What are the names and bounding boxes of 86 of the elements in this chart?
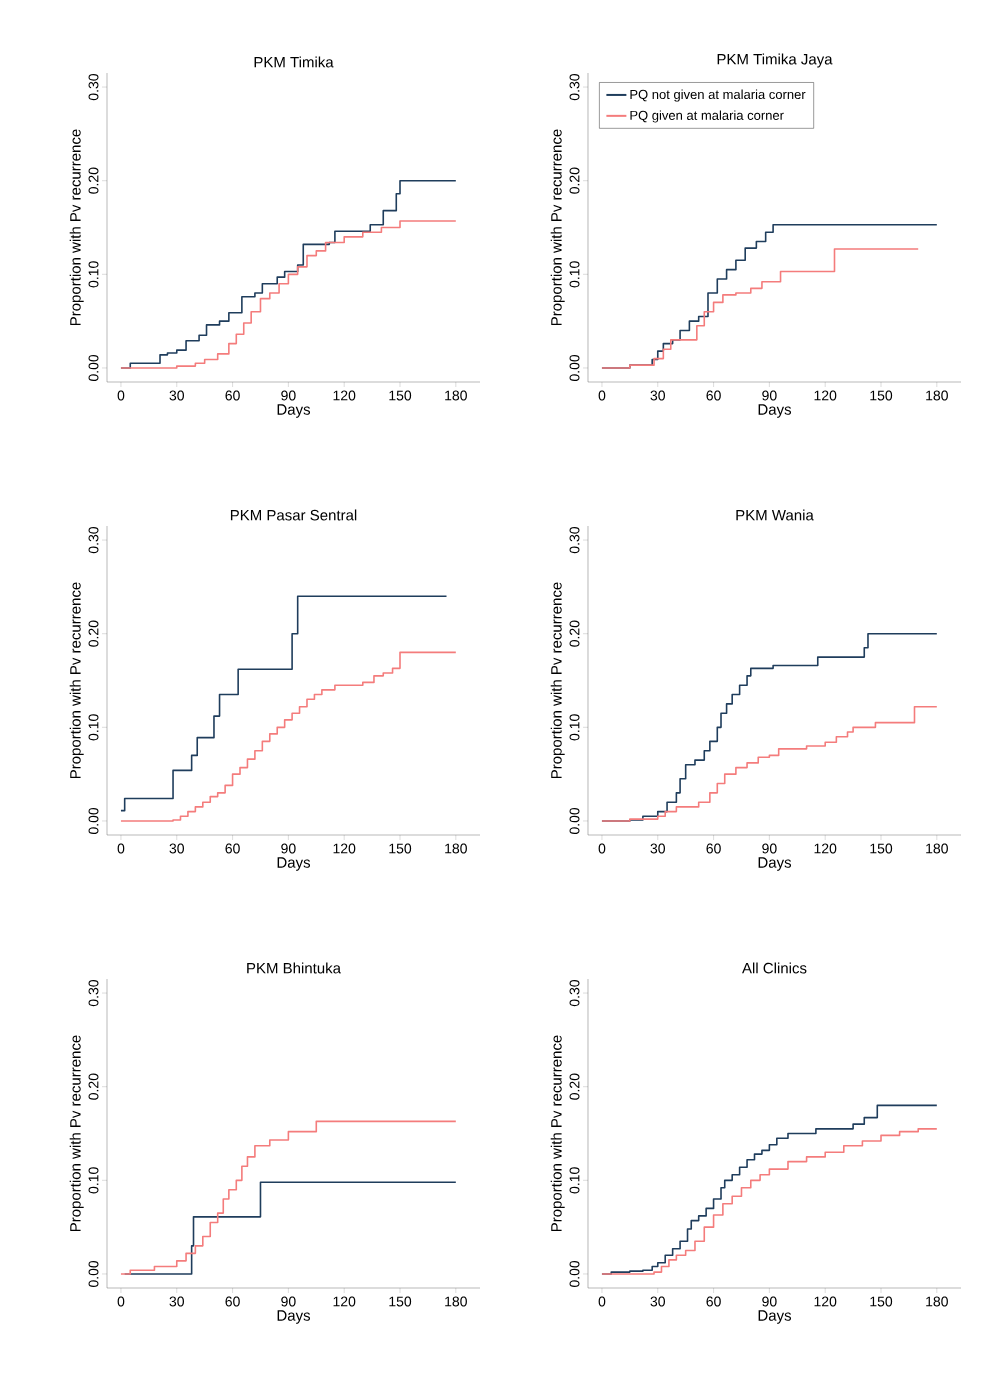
y-tick-label: 0.30: [569, 979, 580, 1007]
x-tick-label: 150: [389, 1296, 412, 1307]
x-tick-label: 0: [117, 390, 125, 401]
x-tick-label: 90: [762, 390, 777, 401]
y-tick-label: 0.10: [569, 1167, 580, 1194]
x-tick-label: 0: [117, 1296, 125, 1307]
x-axis-title: Days: [758, 404, 792, 418]
x-axis-title: Days: [277, 1310, 311, 1324]
y-tick-label: 0.10: [88, 1167, 99, 1194]
y-tick-label: 0.00: [88, 1260, 99, 1288]
x-tick-label: 0: [598, 843, 606, 854]
x-axis-title: Days: [277, 404, 311, 418]
y-tick-label: 0.20: [569, 620, 580, 647]
y-tick-label: 0.00: [569, 1260, 580, 1288]
y-tick-label: 0.20: [569, 167, 580, 194]
y-tick-label: 0.10: [569, 714, 580, 741]
x-tick-label: 120: [814, 843, 837, 854]
x-tick-label: 0: [117, 843, 125, 854]
x-tick-label: 60: [225, 1296, 240, 1307]
x-axis-title: Days: [277, 857, 311, 871]
x-tick-label: 30: [650, 1296, 666, 1307]
x-tick-label: 180: [445, 843, 467, 854]
y-tick-label: 0.10: [88, 261, 99, 288]
x-tick-label: 150: [870, 390, 893, 401]
x-tick-label: 30: [650, 843, 666, 854]
y-tick-label: 0.30: [88, 526, 99, 554]
x-tick-label: 90: [281, 843, 296, 854]
x-tick-label: 30: [650, 390, 666, 401]
x-tick-label: 90: [281, 390, 296, 401]
x-tick-label: 60: [706, 390, 721, 401]
x-tick-label: 90: [762, 843, 777, 854]
x-tick-label: 150: [870, 1296, 893, 1307]
y-axis-title: Proportion with Pv recurrence: [550, 582, 565, 779]
chart-title: All Clinics: [742, 962, 807, 974]
x-tick-label: 180: [445, 1296, 467, 1307]
x-tick-label: 60: [225, 390, 240, 401]
x-tick-label: 120: [814, 1296, 837, 1307]
y-axis-title: Proportion with Pv recurrence: [550, 129, 565, 326]
x-tick-label: 180: [926, 390, 948, 401]
x-tick-label: 150: [870, 843, 893, 854]
x-tick-label: 0: [598, 390, 606, 401]
x-tick-label: 90: [281, 1296, 296, 1307]
x-tick-label: 120: [333, 390, 356, 401]
y-tick-label: 0.10: [88, 714, 99, 741]
chart-title: PKM Pasar Sentral: [230, 509, 357, 521]
legend-label: PQ not given at malaria corner: [630, 89, 806, 102]
x-tick-label: 60: [706, 1296, 721, 1307]
y-tick-label: 0.00: [569, 354, 580, 382]
x-tick-label: 120: [333, 843, 356, 854]
x-tick-label: 30: [169, 843, 185, 854]
x-tick-label: 90: [762, 1296, 777, 1307]
y-tick-label: 0.30: [88, 73, 99, 101]
x-tick-label: 150: [389, 390, 412, 401]
x-tick-label: 0: [598, 1296, 606, 1307]
x-tick-label: 30: [169, 390, 185, 401]
x-tick-label: 180: [926, 1296, 948, 1307]
y-tick-label: 0.30: [569, 73, 580, 101]
x-tick-label: 60: [225, 843, 240, 854]
x-axis-title: Days: [758, 1310, 792, 1324]
y-tick-label: 0.20: [88, 620, 99, 647]
y-axis-title: Proportion with Pv recurrence: [69, 582, 84, 779]
chart-title: PKM Bhintuka: [247, 962, 341, 974]
y-axis-title: Proportion with Pv recurrence: [69, 129, 84, 326]
y-tick-label: 0.00: [569, 807, 580, 835]
x-tick-label: 180: [445, 390, 467, 401]
y-tick-label: 0.00: [88, 354, 99, 382]
y-tick-label: 0.10: [569, 261, 580, 288]
y-tick-label: 0.20: [569, 1073, 580, 1100]
chart-title: PKM Timika: [254, 56, 334, 68]
x-axis-title: Days: [758, 857, 792, 871]
x-tick-label: 60: [706, 843, 721, 854]
chart-title: PKM Wania: [736, 509, 814, 521]
y-tick-label: 0.30: [569, 526, 580, 554]
x-tick-label: 120: [333, 1296, 356, 1307]
x-tick-label: 180: [926, 843, 948, 854]
legend-label: PQ given at malaria corner: [630, 110, 784, 123]
y-axis-title: Proportion with Pv recurrence: [69, 1035, 84, 1232]
y-tick-label: 0.20: [88, 1073, 99, 1100]
y-tick-label: 0.30: [88, 979, 99, 1007]
y-axis-title: Proportion with Pv recurrence: [550, 1035, 565, 1232]
chart-title: PKM Timika Jaya: [717, 53, 833, 68]
y-tick-label: 0.20: [88, 167, 99, 194]
x-tick-label: 120: [814, 390, 837, 401]
x-tick-label: 150: [389, 843, 412, 854]
y-tick-label: 0.00: [88, 807, 99, 835]
x-tick-label: 30: [169, 1296, 185, 1307]
